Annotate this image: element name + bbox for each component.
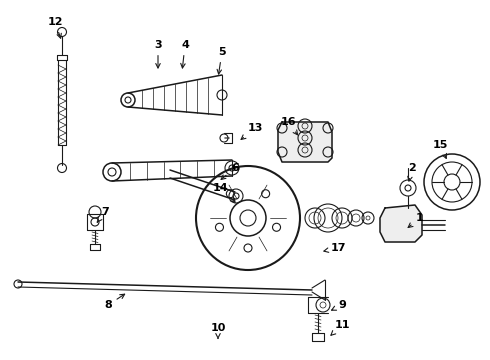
Text: 8: 8 [104, 294, 124, 310]
Text: 2: 2 [408, 163, 416, 181]
Text: 15: 15 [432, 140, 448, 158]
Text: 16: 16 [280, 117, 297, 135]
Text: 14: 14 [212, 183, 235, 202]
Text: 6: 6 [221, 163, 239, 179]
Text: 9: 9 [332, 300, 346, 310]
Polygon shape [380, 205, 422, 242]
Text: 13: 13 [241, 123, 263, 139]
Text: 7: 7 [97, 207, 109, 222]
Text: 11: 11 [331, 320, 350, 335]
Text: 3: 3 [154, 40, 162, 68]
Polygon shape [278, 122, 332, 162]
Text: 4: 4 [181, 40, 189, 68]
Text: 10: 10 [210, 323, 226, 339]
Text: 12: 12 [47, 17, 63, 38]
Text: 17: 17 [324, 243, 346, 253]
Text: 5: 5 [217, 47, 226, 74]
Text: 1: 1 [408, 213, 424, 228]
